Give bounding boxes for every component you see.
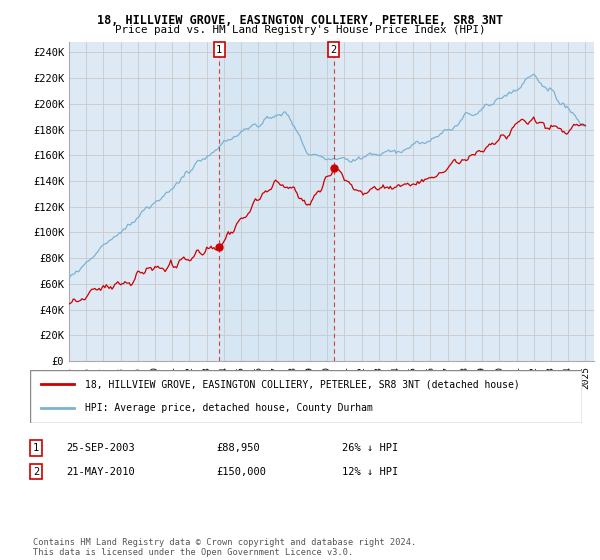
Text: 1: 1 [216, 45, 223, 55]
Text: 26% ↓ HPI: 26% ↓ HPI [342, 443, 398, 453]
Text: Contains HM Land Registry data © Crown copyright and database right 2024.
This d: Contains HM Land Registry data © Crown c… [33, 538, 416, 557]
Text: 25-SEP-2003: 25-SEP-2003 [66, 443, 135, 453]
Text: HPI: Average price, detached house, County Durham: HPI: Average price, detached house, Coun… [85, 403, 373, 413]
Text: 21-MAY-2010: 21-MAY-2010 [66, 466, 135, 477]
Text: £88,950: £88,950 [216, 443, 260, 453]
Text: 2: 2 [331, 45, 337, 55]
Text: 12% ↓ HPI: 12% ↓ HPI [342, 466, 398, 477]
Bar [219, 42, 334, 361]
Text: £150,000: £150,000 [216, 466, 266, 477]
Text: 2: 2 [33, 466, 39, 477]
Text: 18, HILLVIEW GROVE, EASINGTON COLLIERY, PETERLEE, SR8 3NT: 18, HILLVIEW GROVE, EASINGTON COLLIERY, … [97, 14, 503, 27]
Text: Price paid vs. HM Land Registry's House Price Index (HPI): Price paid vs. HM Land Registry's House … [115, 25, 485, 35]
Text: 1: 1 [33, 443, 39, 453]
Text: 18, HILLVIEW GROVE, EASINGTON COLLIERY, PETERLEE, SR8 3NT (detached house): 18, HILLVIEW GROVE, EASINGTON COLLIERY, … [85, 380, 520, 390]
